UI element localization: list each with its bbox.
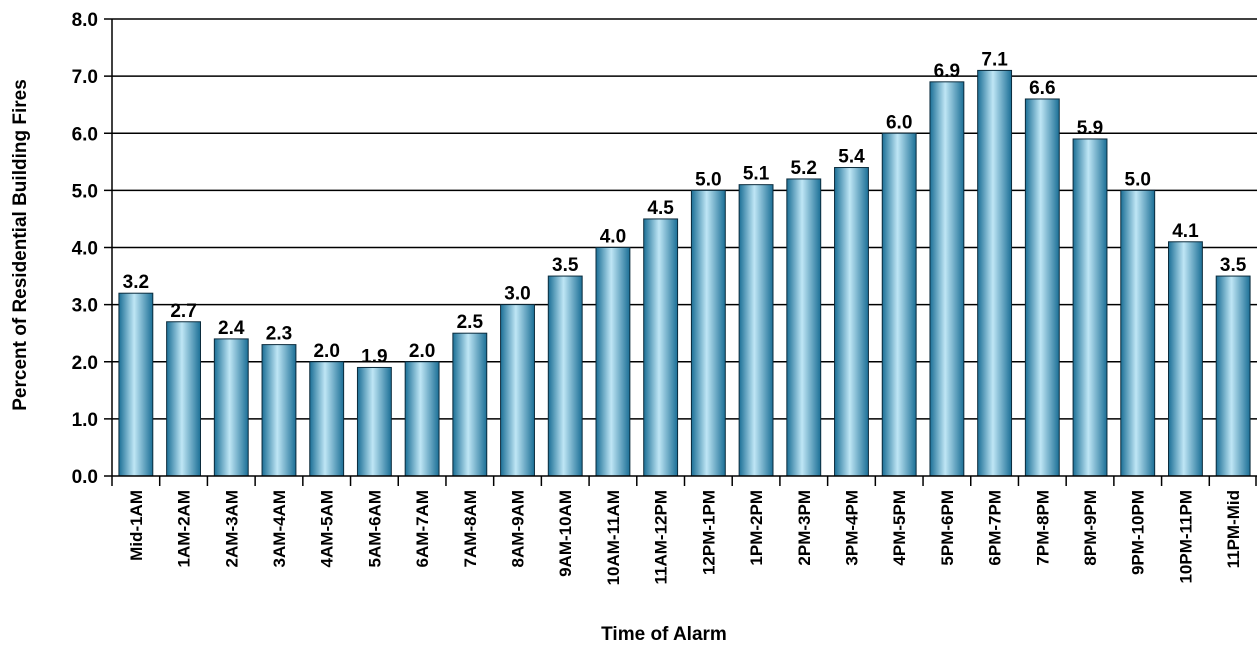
bar-3PM-4PM (834, 167, 869, 477)
y-tick-label: 3.0 (72, 296, 98, 317)
x-tick-label: 7AM-8AM (461, 490, 480, 567)
x-tick-label: 8PM-9PM (1081, 490, 1100, 566)
x-tick-label: 4AM-5AM (318, 490, 337, 567)
x-axis-title: Time of Alarm (601, 624, 727, 645)
bar-8PM-9PM (1072, 138, 1108, 477)
data-label: 3.5 (1220, 255, 1247, 276)
data-label: 5.2 (791, 158, 817, 179)
x-tick-label: 11PM-Mid (1224, 490, 1243, 568)
x-tick-label: 2PM-3PM (795, 490, 814, 566)
data-label: 2.0 (409, 341, 435, 362)
bar-4PM-5PM (881, 132, 917, 477)
x-tick-label: 1PM-2PM (747, 490, 766, 566)
data-label: 5.9 (1077, 118, 1103, 139)
data-label: 6.6 (1029, 78, 1055, 99)
y-tick-label: 2.0 (72, 353, 98, 374)
bar-6PM-7PM (977, 69, 1013, 477)
x-tick-label: Mid-1AM (127, 490, 146, 561)
data-label: 4.5 (647, 198, 674, 219)
data-label: 4.0 (600, 227, 626, 248)
data-label: 3.0 (504, 284, 530, 305)
data-label: 6.0 (886, 112, 912, 133)
data-label: 2.4 (218, 318, 245, 339)
data-label: 3.5 (552, 255, 579, 276)
data-label: 7.1 (981, 49, 1008, 70)
data-label: 3.2 (123, 272, 149, 293)
x-tick-label: 6AM-7AM (413, 490, 432, 567)
x-tick-label: 8AM-9AM (509, 490, 528, 567)
data-label: 1.9 (361, 346, 387, 367)
bar-11AM-12PM (643, 218, 679, 477)
bar-Mid-1AM (118, 292, 154, 477)
y-tick-label: 5.0 (72, 181, 98, 202)
x-tick-label: 11AM-12PM (652, 490, 671, 584)
bar-2PM-3PM (786, 178, 822, 477)
data-label: 2.3 (266, 324, 292, 345)
bar-5AM-6AM (356, 366, 392, 477)
x-tick-label: 6PM-7PM (986, 490, 1005, 566)
data-label: 2.5 (457, 312, 484, 333)
x-tick-label: 7PM-8PM (1033, 490, 1052, 566)
bar-10AM-11AM (595, 247, 631, 477)
y-tick-label: 4.0 (72, 239, 98, 260)
x-tick-label: 5AM-6AM (365, 490, 384, 567)
bar-11PM-Mid (1215, 275, 1251, 477)
x-tick-label: 5PM-6PM (938, 490, 957, 566)
bar-2AM-3AM (213, 338, 249, 477)
bar-1AM-2AM (166, 321, 201, 477)
x-tick-label: 9PM-10PM (1129, 490, 1148, 575)
data-label: 2.7 (170, 301, 196, 322)
labels: 0.0 1.0 2.0 3.0 4.0 5.0 6.0 7.0 8.0 3.2 Mid-1AM 2.7… (72, 10, 1247, 585)
bar-3AM-4AM (261, 344, 297, 477)
bar-8AM-9AM (500, 304, 535, 477)
bar-4AM-5AM (309, 361, 345, 477)
y-tick-label: 1.0 (72, 410, 98, 431)
bar-7PM-8PM (1024, 98, 1060, 477)
x-tick-label: 1AM-2AM (175, 490, 194, 567)
y-tick-label: 0.0 (72, 467, 98, 488)
bar-6AM-7AM (404, 361, 440, 477)
x-tick-label: 3AM-4AM (270, 490, 289, 567)
y-tick-label: 6.0 (72, 124, 98, 145)
axes (104, 18, 1257, 486)
bar-5PM-6PM (929, 81, 965, 477)
data-label: 5.0 (695, 169, 721, 190)
x-tick-label: 12PM-1PM (699, 490, 718, 575)
gridlines (112, 18, 1257, 420)
bar-9AM-10AM (547, 275, 583, 477)
bar-9PM-10PM (1120, 189, 1156, 477)
y-axis-title: Percent of Residential Building Fires (10, 79, 31, 411)
bar-12PM-1PM (690, 189, 726, 477)
y-tick-label: 8.0 (72, 10, 98, 31)
bar-1PM-2PM (738, 184, 774, 477)
bar-7AM-8AM (452, 332, 488, 477)
data-label: 5.4 (838, 147, 865, 168)
x-tick-label: 10AM-11AM (604, 490, 623, 585)
data-label: 6.9 (934, 61, 960, 82)
bars (118, 69, 1251, 477)
data-label: 4.1 (1172, 221, 1199, 242)
x-tick-label: 2AM-3AM (222, 490, 241, 567)
data-label: 2.0 (313, 341, 339, 362)
x-tick-label: 4PM-5PM (890, 490, 909, 566)
x-tick-label: 3PM-4PM (842, 490, 861, 566)
x-tick-label: 9AM-10AM (556, 490, 575, 577)
y-tick-label: 7.0 (72, 67, 98, 88)
data-label: 5.0 (1125, 169, 1151, 190)
data-label: 5.1 (743, 164, 770, 185)
x-tick-label: 10PM-11PM (1176, 490, 1195, 584)
bar-10PM-11PM (1168, 241, 1203, 477)
